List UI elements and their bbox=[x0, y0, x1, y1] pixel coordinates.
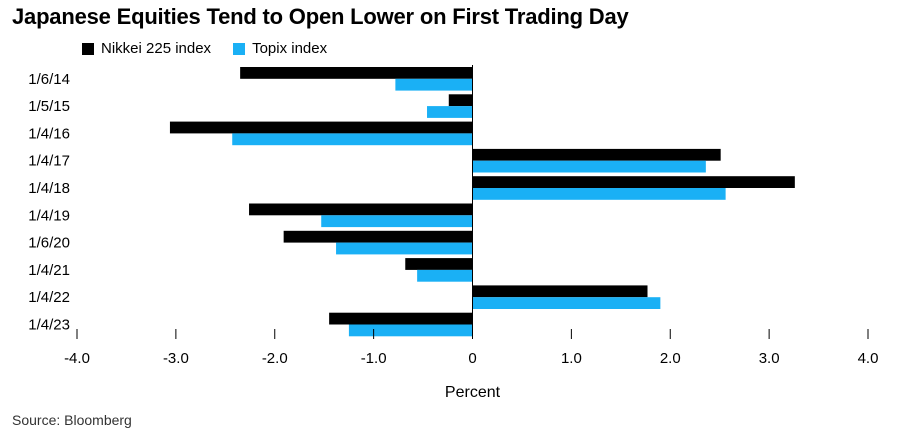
x-tick-label: -3.0 bbox=[163, 350, 189, 367]
bar-topix bbox=[395, 78, 473, 91]
bar-topix bbox=[348, 324, 473, 337]
bar-nikkei bbox=[169, 121, 473, 134]
category-label: 1/5/15 bbox=[28, 98, 70, 115]
bar-nikkei bbox=[472, 148, 721, 161]
legend-item-topix: Topix index bbox=[233, 40, 327, 57]
bar-nikkei bbox=[405, 258, 473, 270]
legend-label-nikkei: Nikkei 225 index bbox=[101, 40, 212, 57]
chart-title: Japanese Equities Tend to Open Lower on … bbox=[12, 4, 629, 29]
bar-nikkei bbox=[329, 312, 473, 325]
x-axis-label: Percent bbox=[445, 384, 501, 401]
bar-nikkei bbox=[283, 230, 473, 243]
category-label: 1/4/22 bbox=[28, 289, 70, 306]
category-label: 1/4/18 bbox=[28, 180, 70, 197]
bar-topix bbox=[336, 242, 473, 255]
legend-label-topix: Topix index bbox=[252, 40, 328, 57]
bar-nikkei bbox=[472, 176, 795, 188]
category-label: 1/4/23 bbox=[28, 317, 70, 334]
bar-topix bbox=[417, 269, 473, 282]
x-tick-label: 2.0 bbox=[660, 350, 681, 367]
bar-nikkei bbox=[240, 67, 473, 79]
bar-topix bbox=[232, 133, 473, 146]
category-label: 1/6/14 bbox=[28, 71, 70, 88]
bar-topix bbox=[472, 160, 706, 173]
category-label: 1/4/16 bbox=[28, 125, 70, 142]
category-label: 1/6/20 bbox=[28, 235, 70, 252]
bar-nikkei bbox=[249, 203, 473, 216]
bar-topix bbox=[472, 297, 661, 309]
x-tick-label: 4.0 bbox=[858, 350, 879, 367]
bar-topix bbox=[472, 188, 726, 200]
bar-nikkei bbox=[448, 94, 473, 107]
source-note: Source: Bloomberg bbox=[12, 412, 132, 428]
bar-topix bbox=[321, 215, 473, 228]
category-label: 1/4/21 bbox=[28, 262, 70, 279]
x-tick-label: -1.0 bbox=[361, 350, 387, 367]
category-label: 1/4/19 bbox=[28, 207, 70, 224]
x-tick-label: -4.0 bbox=[64, 350, 90, 367]
x-tick-label: 1.0 bbox=[561, 350, 582, 367]
bar-nikkei bbox=[472, 285, 648, 298]
x-tick-label: 3.0 bbox=[759, 350, 780, 367]
legend-swatch-topix bbox=[233, 42, 246, 55]
bar-topix bbox=[427, 106, 473, 118]
legend-swatch-nikkei bbox=[82, 42, 94, 55]
x-tick-label: -2.0 bbox=[262, 350, 288, 367]
category-label: 1/4/17 bbox=[28, 153, 70, 170]
legend: Nikkei 225 index Topix index bbox=[82, 40, 327, 57]
legend-item-nikkei: Nikkei 225 index bbox=[82, 40, 211, 57]
x-tick-label: 0 bbox=[468, 350, 476, 367]
